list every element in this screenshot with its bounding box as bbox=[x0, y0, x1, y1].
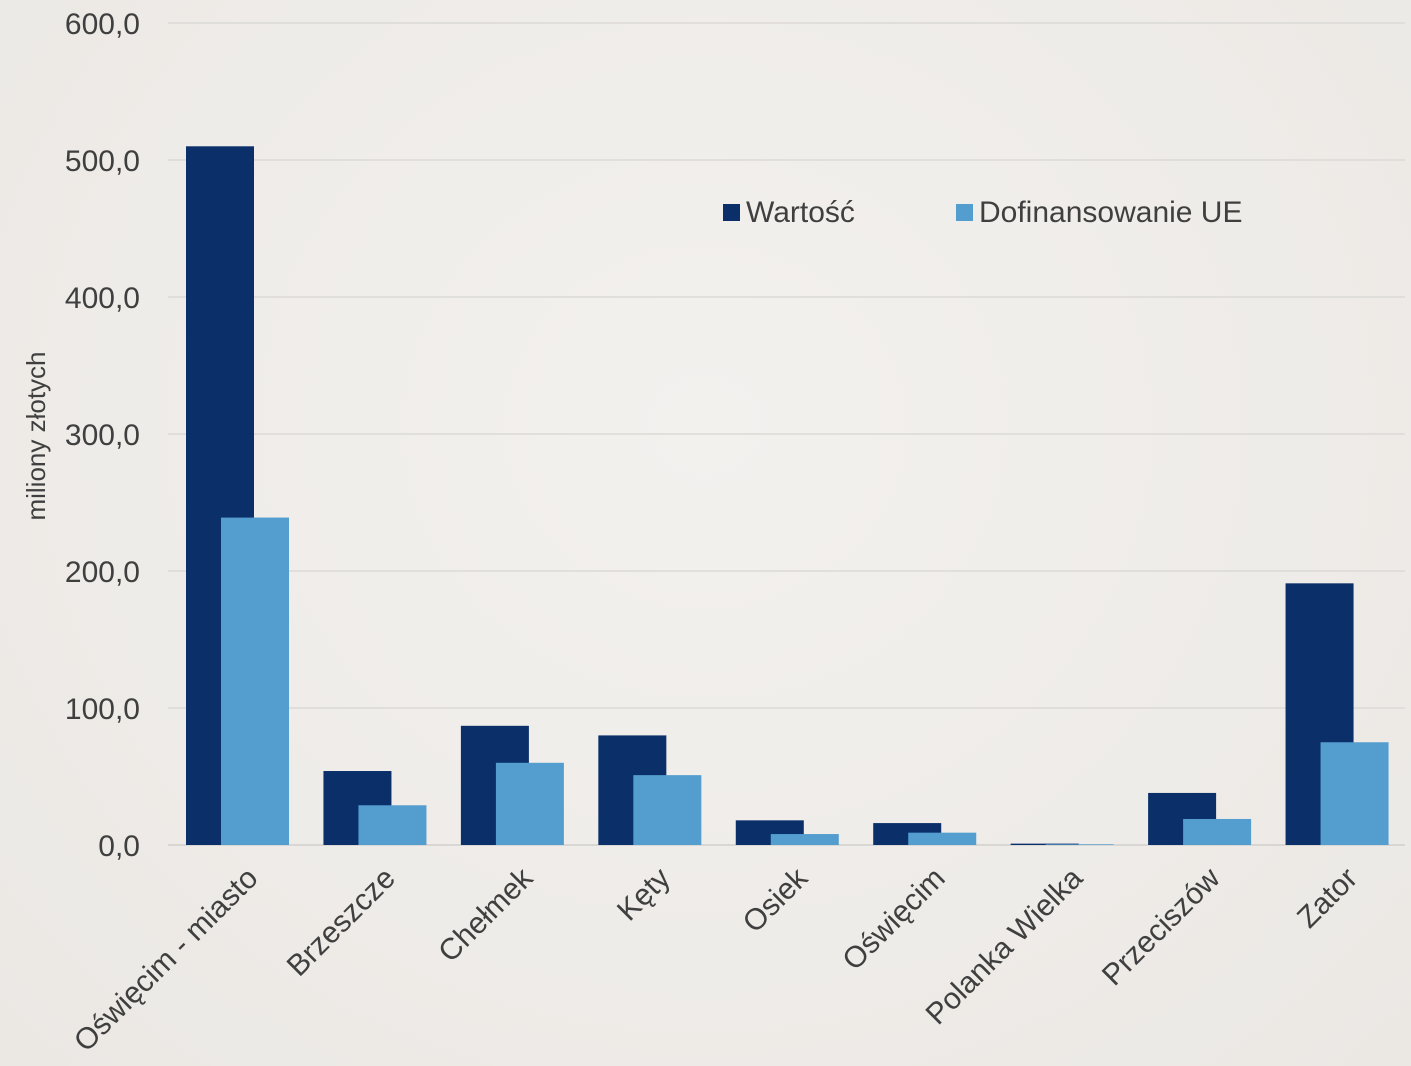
x-category-label: Chełmek bbox=[432, 861, 540, 969]
x-category-label: Oświęcim bbox=[836, 862, 951, 977]
x-category-label: Osiek bbox=[737, 861, 815, 939]
y-tick-label: 600,0 bbox=[65, 8, 140, 41]
legend-label: Wartość bbox=[746, 196, 855, 229]
legend-label: Dofinansowanie UE bbox=[979, 196, 1242, 229]
bar-dofinansowanie bbox=[495, 762, 564, 845]
y-tick-label: 0,0 bbox=[98, 830, 140, 863]
legend-swatch bbox=[723, 204, 740, 221]
y-tick-label: 200,0 bbox=[65, 556, 140, 589]
y-tick-label: 500,0 bbox=[65, 145, 140, 178]
bar-dofinansowanie bbox=[770, 834, 839, 845]
legend: Wartość Dofinansowanie UE bbox=[723, 196, 1242, 229]
bar-wartosc bbox=[1010, 843, 1079, 845]
bar-dofinansowanie bbox=[1183, 818, 1252, 845]
gridlines bbox=[168, 22, 1405, 846]
bars bbox=[186, 146, 1389, 846]
y-tick-label: 400,0 bbox=[65, 282, 140, 315]
bar-dofinansowanie bbox=[1320, 742, 1389, 845]
legend-swatch bbox=[956, 204, 973, 221]
x-category-label: Brzeszcze bbox=[281, 862, 402, 983]
x-category-label: Oświęcim - miasto bbox=[68, 862, 265, 1059]
y-axis-ticks: 0,0 100,0 200,0 300,0 400,0 500,0 600,0 bbox=[65, 8, 140, 863]
x-axis-categories: Oświęcim - miasto Brzeszcze Chełmek Kęty Osi… bbox=[68, 861, 1364, 1058]
bar-dofinansowanie bbox=[221, 517, 289, 845]
x-category-label: Zator bbox=[1291, 862, 1364, 935]
bar-dofinansowanie bbox=[633, 775, 702, 845]
x-category-label: Przeciszów bbox=[1096, 861, 1227, 992]
y-axis-title: miliony złotych bbox=[21, 351, 51, 520]
y-tick-label: 300,0 bbox=[65, 419, 140, 452]
bar-dofinansowanie bbox=[908, 832, 977, 845]
y-tick-label: 100,0 bbox=[65, 693, 140, 726]
bar-dofinansowanie bbox=[358, 805, 427, 845]
bar-dofinansowanie bbox=[1045, 844, 1114, 845]
x-category-label: Kęty bbox=[611, 862, 677, 928]
